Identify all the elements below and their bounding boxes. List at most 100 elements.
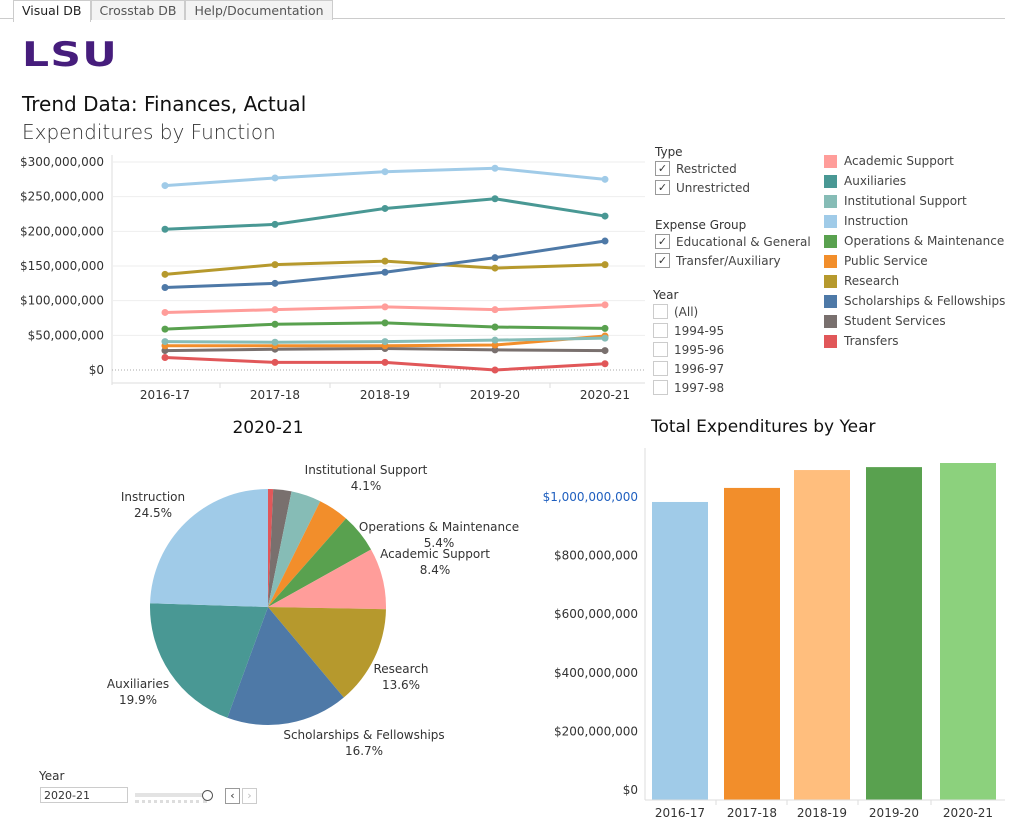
line-point [601, 261, 609, 269]
line-point [161, 354, 169, 362]
pie-slice-institutional-support [268, 491, 321, 607]
line-chart-x-tick: 2018-19 [360, 388, 410, 402]
legend-swatch [824, 294, 837, 308]
legend-item[interactable]: Student Services [824, 311, 1005, 331]
color-legend: Academic Support Auxiliaries Institutional… [824, 151, 1005, 351]
legend-label: Institutional Support [844, 194, 967, 208]
legend-item[interactable]: Research [824, 271, 1005, 291]
checkbox-icon[interactable] [653, 304, 668, 319]
tab-help-documentation[interactable]: Help/Documentation [185, 0, 333, 20]
legend-item[interactable]: Instruction [824, 211, 1005, 231]
year-slider-title: Year [39, 769, 65, 783]
checkbox-icon[interactable] [653, 323, 668, 338]
bar-chart-y-tick: $800,000,000 [554, 549, 638, 563]
line-point [161, 338, 169, 346]
legend-swatch [824, 234, 837, 248]
line-point [381, 338, 389, 346]
line-point [601, 212, 609, 220]
line-point [601, 324, 609, 332]
type-filter-title: Type [655, 145, 683, 159]
line-point [161, 225, 169, 233]
tab-visual-db[interactable]: Visual DB [13, 0, 91, 22]
checkbox-checked-icon[interactable]: ✓ [655, 180, 670, 195]
legend-item[interactable]: Public Service [824, 251, 1005, 271]
legend-item[interactable]: Auxiliaries [824, 171, 1005, 191]
legend-item[interactable]: Scholarships & Fellowships [824, 291, 1005, 311]
bar-2019-20 [866, 467, 922, 800]
line-point [491, 366, 499, 374]
filter-label: (All) [674, 304, 699, 319]
line-point [381, 168, 389, 176]
line-point [271, 320, 279, 328]
line-chart-y-tick: $150,000,000 [20, 259, 104, 273]
bar-2018-19 [794, 470, 850, 800]
line-point [381, 257, 389, 265]
filter-transfer-auxiliary[interactable]: ✓ Transfer/Auxiliary [655, 251, 811, 270]
filter-year-1996-97[interactable]: 1996-97 [653, 359, 724, 378]
line-chart-x-tick: 2016-17 [140, 388, 190, 402]
pie-label: Operations & Maintenance [359, 520, 519, 534]
filter-label: 1996-97 [674, 361, 725, 376]
line-chart-y-tick: $300,000,000 [20, 155, 104, 169]
line-point [381, 358, 389, 366]
year-slider-track[interactable] [135, 793, 207, 797]
line-chart-x-tick: 2019-20 [470, 388, 520, 402]
legend-swatch [824, 194, 837, 208]
pie-slice-auxiliaries [150, 603, 268, 718]
filter-educational-general[interactable]: ✓ Educational & General [655, 232, 811, 251]
filter-unrestricted[interactable]: ✓ Unrestricted [655, 178, 750, 197]
line-point [381, 204, 389, 212]
filter-label: 1995-96 [674, 342, 725, 357]
legend-item[interactable]: Operations & Maintenance [824, 231, 1005, 251]
legend-item[interactable]: Institutional Support [824, 191, 1005, 211]
checkbox-checked-icon[interactable]: ✓ [655, 253, 670, 268]
checkbox-icon[interactable] [653, 342, 668, 357]
chevron-right-icon[interactable]: › [242, 788, 257, 804]
line-series-auxiliaries [164, 197, 606, 231]
page-subtitle: Expenditures by Function [22, 120, 276, 144]
checkbox-checked-icon[interactable]: ✓ [655, 161, 670, 176]
year-filter: Year (All) 1994-95 1995-96 1996-97 1997-… [653, 288, 724, 397]
bar-chart-y-tick: $1,000,000,000 [543, 490, 638, 504]
legend-label: Public Service [844, 254, 928, 268]
pie-slice-instruction [150, 489, 268, 607]
filter-label: Unrestricted [676, 180, 750, 195]
bar-chart-x-tick: 2016-17 [655, 806, 705, 820]
tab-crosstab-db[interactable]: Crosstab DB [90, 0, 186, 20]
chevron-left-icon[interactable]: ‹ [225, 788, 240, 804]
pie-slice-scholarships-fellowships [227, 607, 344, 725]
filter-year-1994-95[interactable]: 1994-95 [653, 321, 724, 340]
pie-slice-operations-maintenance [268, 518, 372, 607]
line-point [271, 358, 279, 366]
legend-label: Instruction [844, 214, 909, 228]
line-chart-x-tick: 2017-18 [250, 388, 300, 402]
year-slider-thumb[interactable] [202, 790, 213, 801]
filter-restricted[interactable]: ✓ Restricted [655, 159, 750, 178]
legend-item[interactable]: Transfers [824, 331, 1005, 351]
legend-swatch [824, 334, 837, 348]
page-title: Trend Data: Finances, Actual [22, 92, 307, 116]
filter-year-1997-98[interactable]: 1997-98 [653, 378, 724, 397]
line-point [381, 303, 389, 311]
pie-chart-title: 2020-21 [232, 418, 303, 438]
pie-percent: 13.6% [382, 678, 420, 692]
line-point [491, 346, 499, 354]
checkbox-checked-icon[interactable]: ✓ [655, 234, 670, 249]
checkbox-icon[interactable] [653, 361, 668, 376]
line-point [271, 306, 279, 314]
filter-year-1995-96[interactable]: 1995-96 [653, 340, 724, 359]
line-point [601, 347, 609, 355]
bar-chart-title: Total Expenditures by Year [650, 417, 875, 437]
line-point [491, 264, 499, 272]
pie-label: Instruction [121, 490, 185, 504]
filter-label: Transfer/Auxiliary [676, 253, 781, 268]
checkbox-icon[interactable] [653, 380, 668, 395]
line-point [161, 283, 169, 291]
line-chart-y-tick: $50,000,000 [28, 328, 104, 342]
filter-year-all[interactable]: (All) [653, 302, 724, 321]
pie-label: Scholarships & Fellowships [283, 728, 444, 742]
legend-item[interactable]: Academic Support [824, 151, 1005, 171]
year-slider-input[interactable]: 2020-21 [40, 787, 128, 803]
tab-bar: Visual DB Crosstab DB Help/Documentation [0, 0, 1005, 22]
